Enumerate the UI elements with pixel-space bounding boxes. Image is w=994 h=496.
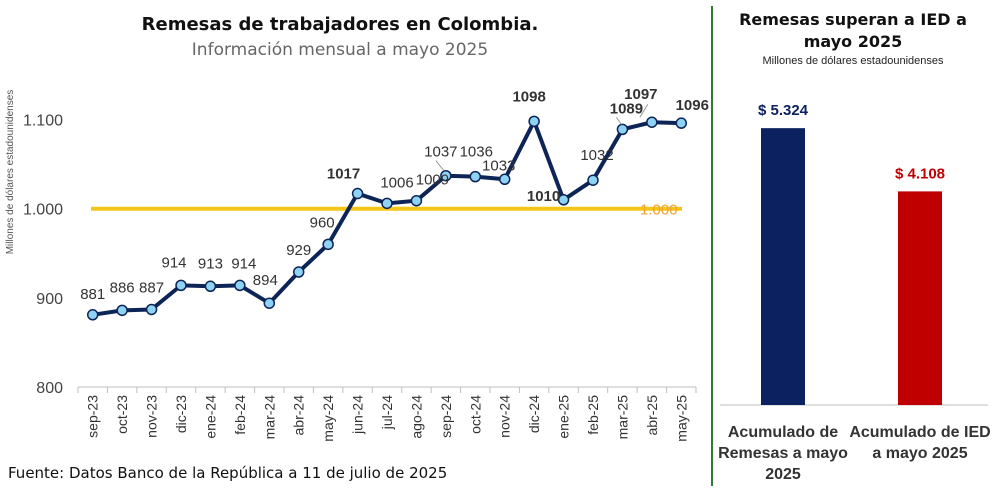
data-point [410, 194, 423, 207]
data-label: 1096 [676, 97, 709, 114]
bar-category-label: Acumulado de IED a mayo 2025 [849, 424, 990, 462]
data-label: 1033 [482, 157, 515, 174]
bar-chart-subtitle: Millones de dólares estadounidenses [762, 55, 944, 67]
x-tick-label: oct-23 [114, 395, 130, 434]
x-tick-label: feb-25 [585, 395, 601, 435]
x-tick-label: oct-24 [467, 395, 483, 434]
data-point [616, 123, 629, 136]
bar-value-label: $ 5.324 [758, 102, 809, 119]
bar-category-label-line: Acumulado de IED [849, 424, 990, 441]
data-point [381, 197, 393, 210]
x-tick-label: abr-24 [291, 395, 307, 436]
data-label: 894 [253, 272, 278, 289]
y-tick-label: 1.000 [23, 202, 63, 219]
leader-line [435, 160, 445, 172]
line-chart: 800 900 1.000 1.100 sep-23 oct-23 nov-23 dic-23… [23, 86, 709, 442]
data-point [587, 174, 599, 186]
x-tick-label: mar-24 [261, 395, 277, 440]
x-tick-label: nov-24 [497, 395, 513, 438]
x-tick-label: feb-24 [232, 395, 248, 435]
data-label: 1009 [416, 172, 449, 189]
data-label: 887 [139, 279, 164, 296]
data-point [263, 297, 276, 309]
x-tick-label: may-24 [320, 395, 336, 442]
x-tick-label: nov-23 [144, 395, 160, 438]
data-point [646, 116, 658, 128]
x-tick-label: abr-25 [644, 395, 660, 436]
x-tick-label: ago-24 [408, 395, 424, 439]
bar-category-label-line: Remesas a mayo [718, 445, 848, 462]
x-tick-label: mar-25 [614, 395, 630, 440]
data-label: 886 [110, 279, 135, 296]
bar [898, 191, 942, 405]
data-label: 960 [310, 214, 335, 231]
bar-category-label: Acumulado de Remesas a mayo 2025 [718, 424, 848, 483]
x-tick-label: sep-24 [438, 395, 454, 438]
data-point [175, 279, 187, 292]
data-point [351, 187, 364, 200]
bar-value-label: $ 4.108 [895, 165, 945, 182]
x-tick-label: sep-23 [85, 395, 101, 438]
bar [761, 128, 805, 406]
chart-subtitle: Información mensual a mayo 2025 [191, 40, 489, 60]
data-point [86, 309, 99, 321]
data-point [234, 279, 246, 292]
data-label: 1017 [327, 166, 360, 183]
data-label: 914 [231, 255, 256, 272]
data-label: 1037 [424, 144, 457, 161]
x-tick-label: jun-24 [350, 395, 366, 435]
data-label: 1036 [460, 144, 493, 161]
x-tick-label: ene-24 [202, 395, 218, 439]
bar-category-label-line: a mayo 2025 [872, 445, 967, 462]
leader-line [639, 103, 649, 118]
data-label: 1098 [512, 88, 545, 105]
data-point [145, 303, 158, 316]
data-label: 1010 [527, 188, 560, 205]
data-point [557, 194, 570, 206]
bar-category-label-line: 2025 [765, 466, 801, 483]
data-point [204, 280, 217, 293]
source-note: Fuente: Datos Banco de la República a 11… [8, 464, 448, 482]
x-tick-label: may-25 [673, 395, 689, 442]
y-tick-label: 1.100 [23, 113, 63, 130]
x-tick-label: ene-25 [556, 395, 572, 439]
bar-chart: $ 5.324 $ 4.108 Acumulado de Remesas a mayo… [718, 102, 991, 483]
panel-divider [711, 6, 713, 486]
data-label: 914 [161, 254, 186, 271]
data-point [116, 304, 128, 317]
data-point [469, 170, 482, 183]
bar-chart-title: Remesas superan a IED a mayo 2025 [739, 10, 967, 51]
data-point [322, 238, 334, 251]
data-label: 1006 [380, 174, 413, 191]
data-point [675, 117, 688, 129]
data-label: 1097 [624, 86, 657, 103]
data-point [498, 173, 511, 186]
data-point [440, 169, 452, 182]
leader-line [616, 117, 622, 125]
x-tick-label: dic-23 [173, 395, 189, 433]
data-label: 929 [286, 242, 311, 259]
data-point [528, 115, 540, 128]
chart-title: Remesas de trabajadores en Colombia. [141, 14, 539, 35]
data-point [292, 266, 305, 278]
data-label: 1089 [610, 100, 643, 117]
y-tick-label: 900 [36, 291, 63, 308]
y-tick-label: 800 [36, 380, 63, 397]
x-tick-label: dic-24 [526, 395, 542, 433]
data-label: 913 [198, 255, 223, 272]
reference-line-label: 1.000 [640, 202, 678, 219]
data-label: 1032 [580, 147, 613, 164]
x-tick-label: jul-24 [379, 395, 395, 430]
bar-category-label-line: Acumulado de [728, 424, 838, 441]
data-label: 881 [80, 286, 105, 303]
